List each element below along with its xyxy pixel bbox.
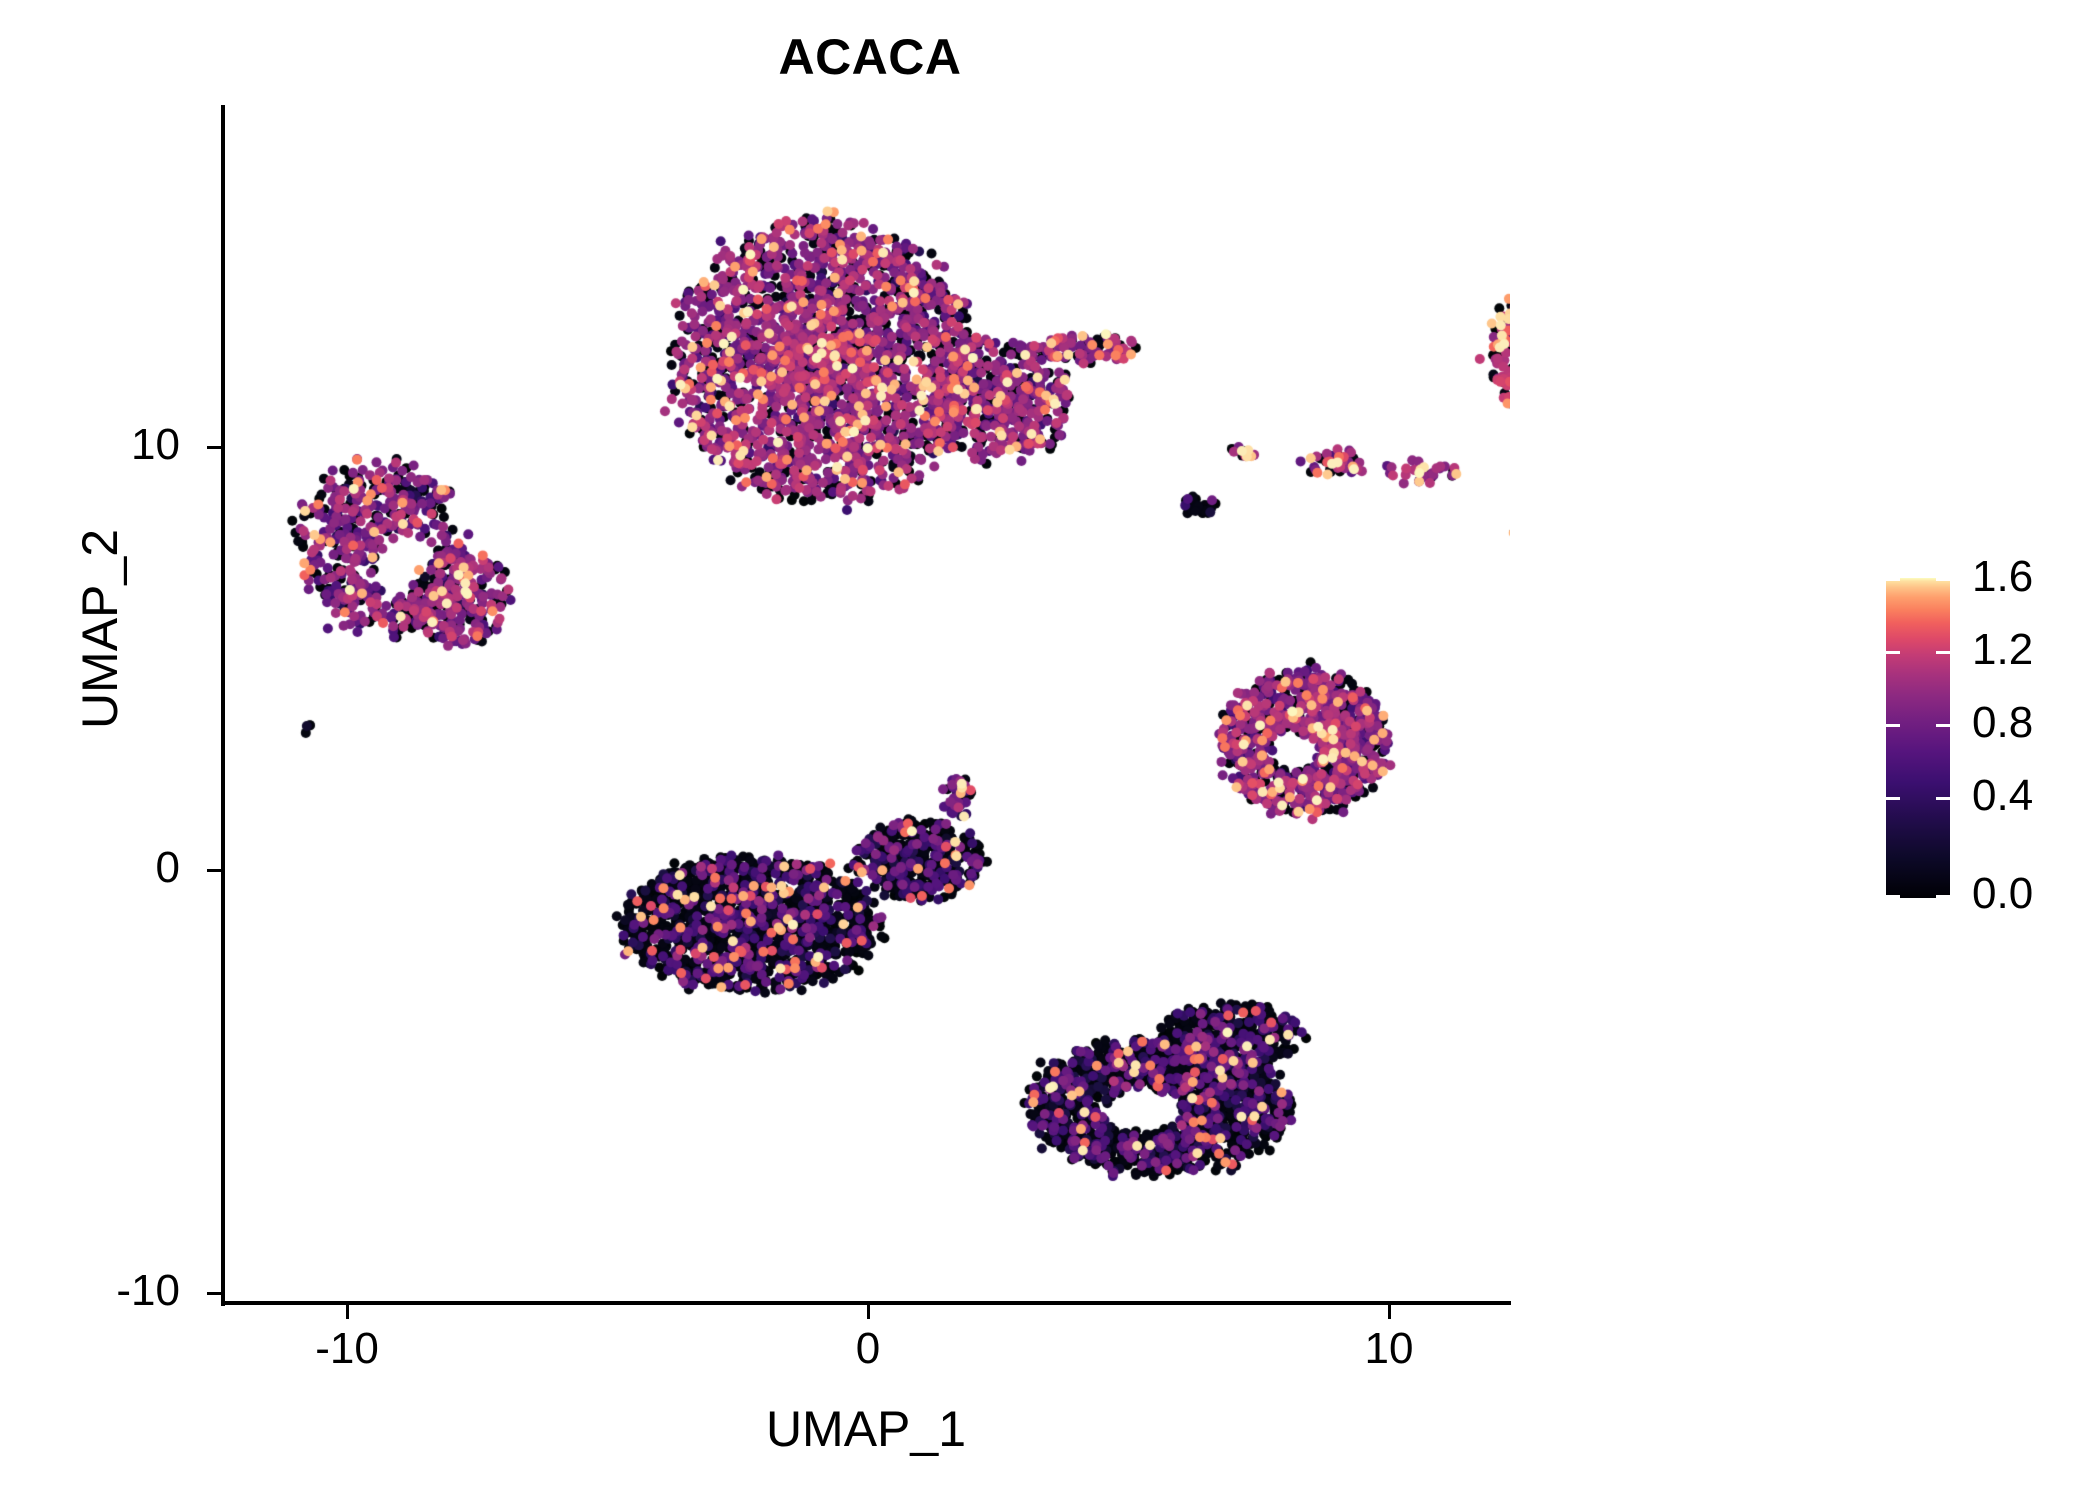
y-tick-label: -10 xyxy=(116,1266,180,1315)
x-tick-label: -10 xyxy=(315,1324,379,1373)
y-tick-mark xyxy=(207,1292,221,1295)
colorbar xyxy=(1886,578,1950,898)
colorbar-tick xyxy=(1886,578,1900,581)
y-axis-line xyxy=(221,105,225,1306)
y-tick-label: 10 xyxy=(131,420,180,469)
colorbar-label: 0.8 xyxy=(1972,698,2034,747)
colorbar-tick xyxy=(1936,578,1950,581)
colorbar-tick xyxy=(1936,724,1950,727)
scatter-points-layer xyxy=(222,105,1510,1303)
x-tick-label: 0 xyxy=(855,1324,881,1373)
x-axis-line xyxy=(221,1301,1511,1305)
colorbar-tick xyxy=(1936,797,1950,800)
page-title: ACACA xyxy=(778,29,962,85)
y-tick-mark xyxy=(207,446,221,449)
colorbar-label: 0.0 xyxy=(1972,869,2034,918)
colorbar-tick xyxy=(1936,895,1950,898)
colorbar-label: 0.4 xyxy=(1972,771,2034,820)
y-axis-title: UMAP_2 xyxy=(72,528,128,730)
x-tick-label: 10 xyxy=(1364,1324,1414,1373)
colorbar-tick xyxy=(1936,651,1950,654)
colorbar-tick xyxy=(1886,797,1900,800)
colorbar-tick xyxy=(1886,651,1900,654)
x-tick-mark xyxy=(346,1305,349,1319)
x-tick-mark xyxy=(1388,1305,1391,1319)
x-axis-title: UMAP_1 xyxy=(765,1401,967,1457)
x-tick-mark xyxy=(867,1305,870,1319)
colorbar-label: 1.6 xyxy=(1972,552,2034,601)
colorbar-tick xyxy=(1886,724,1900,727)
colorbar-tick xyxy=(1886,895,1900,898)
y-tick-mark xyxy=(207,869,221,872)
y-tick-label: 0 xyxy=(155,843,180,892)
colorbar-label: 1.2 xyxy=(1972,625,2034,674)
